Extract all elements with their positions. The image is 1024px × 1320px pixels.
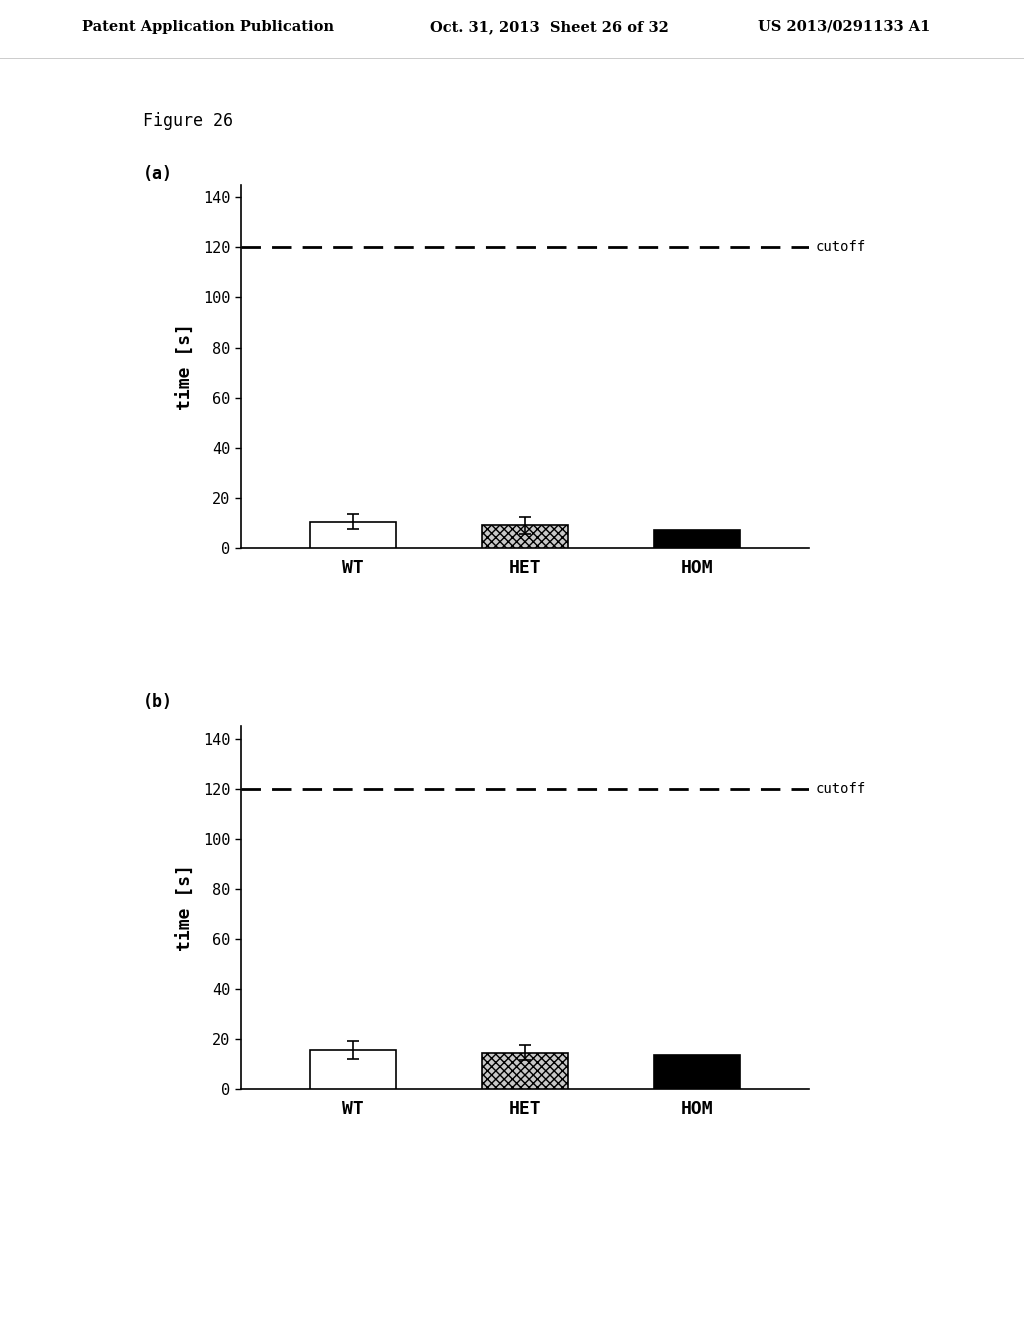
Bar — [481, 1053, 568, 1089]
Text: US 2013/0291133 A1: US 2013/0291133 A1 — [758, 20, 930, 34]
Text: Patent Application Publication: Patent Application Publication — [82, 20, 334, 34]
Bar — [654, 1055, 740, 1089]
Text: (a): (a) — [143, 165, 173, 183]
Y-axis label: time [s]: time [s] — [176, 865, 195, 950]
Text: cutoff: cutoff — [816, 781, 866, 796]
Text: Oct. 31, 2013  Sheet 26 of 32: Oct. 31, 2013 Sheet 26 of 32 — [430, 20, 669, 34]
Bar — [309, 1051, 395, 1089]
Bar — [654, 531, 740, 548]
Text: (b): (b) — [143, 693, 173, 711]
Text: cutoff: cutoff — [816, 240, 866, 255]
Y-axis label: time [s]: time [s] — [176, 323, 195, 409]
Text: Figure 26: Figure 26 — [143, 112, 233, 131]
Bar — [481, 525, 568, 548]
Bar — [309, 521, 395, 548]
